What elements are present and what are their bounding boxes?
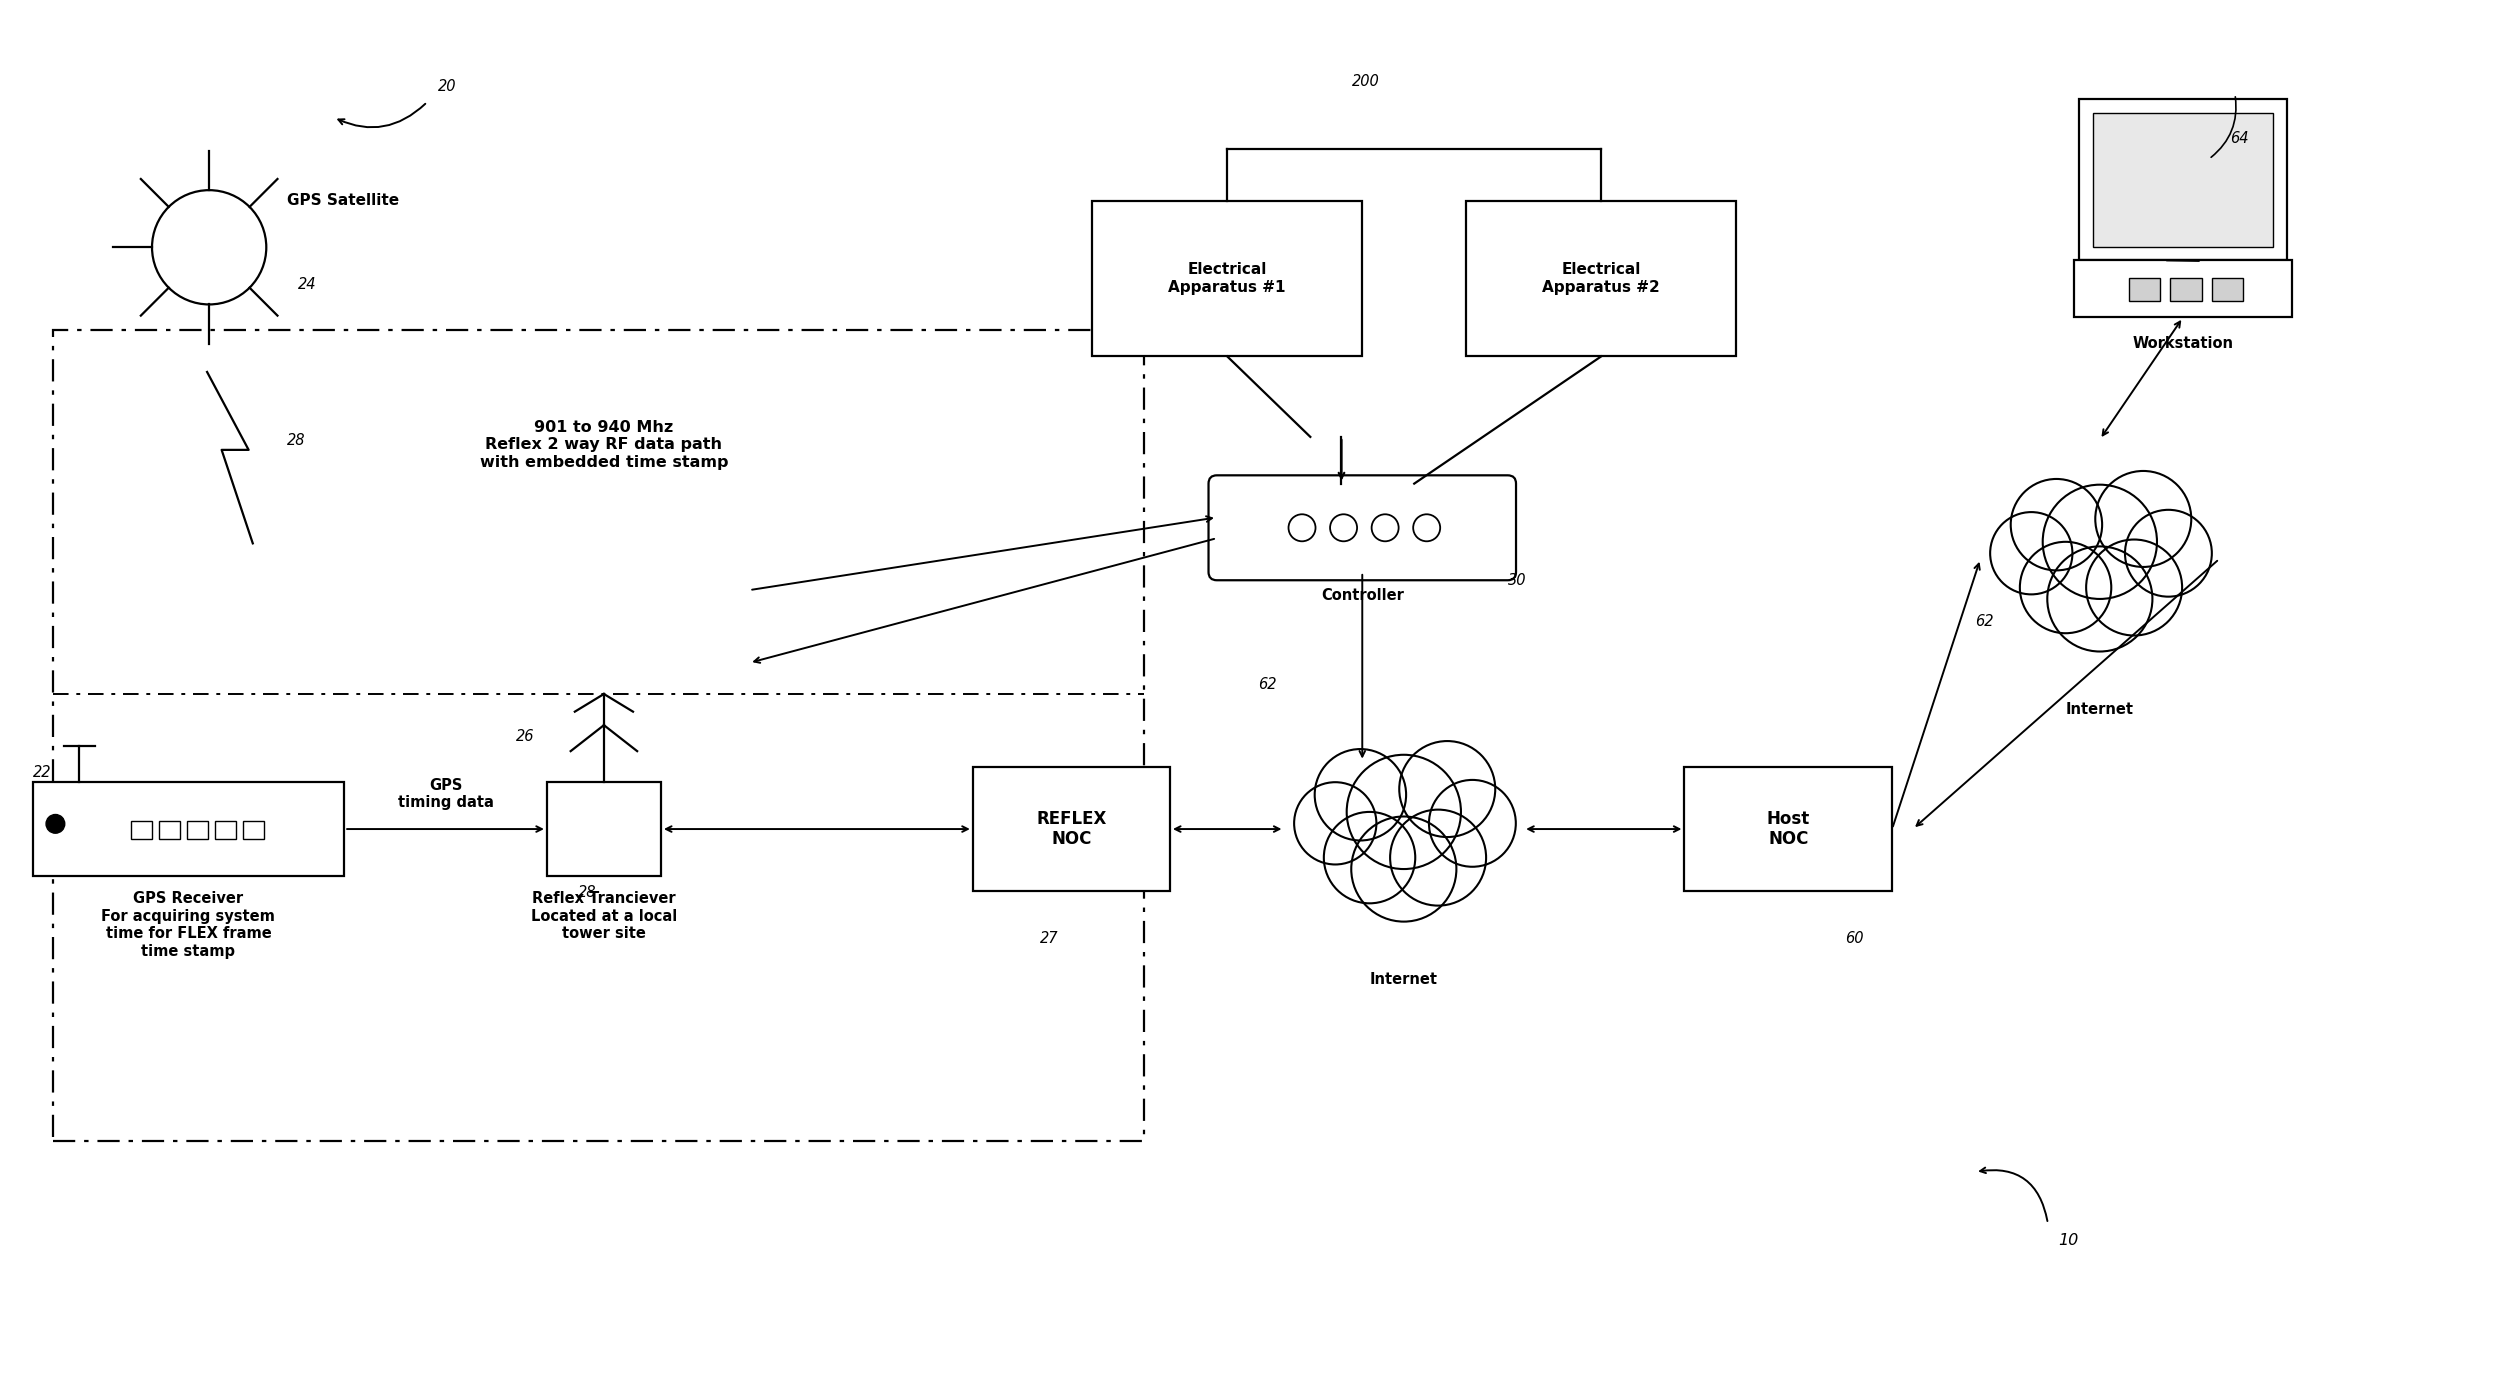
- Text: 22: 22: [32, 765, 50, 780]
- Circle shape: [2124, 509, 2211, 597]
- Circle shape: [45, 815, 65, 833]
- Circle shape: [1315, 750, 1405, 841]
- Circle shape: [2012, 479, 2102, 570]
- Circle shape: [152, 190, 267, 304]
- Text: 28: 28: [287, 433, 305, 448]
- FancyBboxPatch shape: [2079, 100, 2286, 261]
- Circle shape: [1413, 515, 1440, 541]
- Text: 20: 20: [437, 79, 457, 94]
- Text: GPS
timing data: GPS timing data: [397, 777, 494, 811]
- FancyBboxPatch shape: [2172, 279, 2201, 301]
- Text: GPS Satellite: GPS Satellite: [287, 193, 399, 208]
- Text: 200: 200: [1353, 75, 1380, 89]
- Circle shape: [1348, 755, 1460, 869]
- Text: 26: 26: [517, 729, 534, 744]
- Text: 64: 64: [2229, 132, 2249, 146]
- FancyBboxPatch shape: [1465, 200, 1737, 357]
- FancyBboxPatch shape: [160, 820, 180, 840]
- Circle shape: [1293, 783, 1375, 865]
- Text: 60: 60: [1845, 931, 1865, 947]
- Circle shape: [1400, 741, 1495, 837]
- Text: 27: 27: [1041, 931, 1058, 947]
- Text: 28: 28: [579, 884, 597, 899]
- Circle shape: [2019, 541, 2112, 633]
- FancyBboxPatch shape: [2211, 279, 2244, 301]
- Circle shape: [1350, 816, 1455, 922]
- Circle shape: [1330, 515, 1358, 541]
- Text: Host
NOC: Host NOC: [1767, 809, 1810, 848]
- Text: GPS Receiver
For acquiring system
time for FLEX frame
time stamp: GPS Receiver For acquiring system time f…: [102, 891, 275, 959]
- FancyBboxPatch shape: [215, 820, 237, 840]
- Circle shape: [2047, 547, 2152, 651]
- Text: Internet: Internet: [1370, 973, 1438, 987]
- FancyBboxPatch shape: [32, 783, 344, 876]
- Circle shape: [2042, 484, 2157, 600]
- Text: Electrical
Apparatus #2: Electrical Apparatus #2: [1543, 262, 1660, 294]
- Circle shape: [1989, 512, 2072, 594]
- FancyBboxPatch shape: [132, 820, 152, 840]
- Text: REFLEX
NOC: REFLEX NOC: [1036, 809, 1106, 848]
- FancyBboxPatch shape: [1685, 766, 1892, 891]
- Text: Workstation: Workstation: [2132, 336, 2234, 351]
- Text: Controller: Controller: [1320, 587, 1403, 602]
- FancyBboxPatch shape: [2092, 112, 2274, 247]
- Text: 10: 10: [2059, 1233, 2079, 1248]
- Circle shape: [2094, 471, 2191, 566]
- Circle shape: [1430, 780, 1515, 866]
- FancyBboxPatch shape: [1093, 200, 1363, 357]
- Circle shape: [1373, 515, 1398, 541]
- FancyBboxPatch shape: [2129, 279, 2159, 301]
- Text: Reflex Tranciever
Located at a local
tower site: Reflex Tranciever Located at a local tow…: [532, 891, 676, 941]
- Text: 62: 62: [1258, 677, 1278, 691]
- Circle shape: [1323, 812, 1415, 904]
- Text: 30: 30: [1508, 573, 1525, 589]
- Circle shape: [2087, 540, 2182, 636]
- FancyBboxPatch shape: [973, 766, 1171, 891]
- FancyBboxPatch shape: [187, 820, 207, 840]
- FancyBboxPatch shape: [245, 820, 265, 840]
- Text: Internet: Internet: [2067, 702, 2134, 718]
- Text: Electrical
Apparatus #1: Electrical Apparatus #1: [1168, 262, 1285, 294]
- Text: 62: 62: [1974, 615, 1994, 630]
- FancyBboxPatch shape: [1208, 475, 1515, 580]
- FancyBboxPatch shape: [2074, 261, 2291, 318]
- Circle shape: [1390, 809, 1485, 905]
- FancyBboxPatch shape: [547, 783, 661, 876]
- Text: 901 to 940 Mhz
Reflex 2 way RF data path
with embedded time stamp: 901 to 940 Mhz Reflex 2 way RF data path…: [479, 419, 729, 469]
- Circle shape: [1288, 515, 1315, 541]
- Text: 24: 24: [297, 276, 317, 291]
